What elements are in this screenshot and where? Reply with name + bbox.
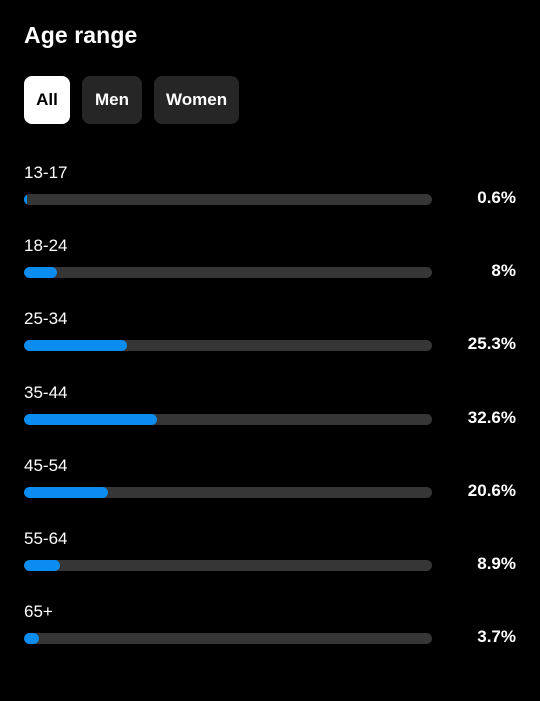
age-row-label: 25-34 [24,309,68,329]
age-row-value: 32.6% [467,407,516,427]
age-row-value: 3.7% [477,627,516,647]
age-bar-track [24,267,432,279]
age-row-value: 25.3% [467,334,516,354]
age-row: 35-44 32.6% [24,383,516,456]
age-row-label: 35-44 [24,382,68,402]
age-bar-track [24,559,432,571]
filter-women-chip[interactable]: Women [154,76,240,124]
age-row-label: 18-24 [24,236,68,256]
age-bar-fill [24,194,27,205]
age-bar-track [24,340,432,352]
age-bar-fill [24,413,157,425]
filter-all-chip[interactable]: All [24,76,70,124]
age-row-label: 45-54 [24,455,68,475]
age-row-label: 13-17 [24,163,68,182]
age-row: 45-54 20.6% [24,456,516,529]
age-bar-track [24,633,432,645]
gender-filter-tabs: All Men Women [24,76,240,124]
age-row: 18-24 8% [24,236,516,309]
page-title: Age range [24,22,138,48]
age-row-value: 0.6% [477,188,516,207]
age-bar-fill [24,559,61,571]
age-bar-fill [24,486,109,498]
age-row: 13-17 0.6% [24,163,516,236]
age-row-label: 55-64 [24,528,68,548]
age-row-value: 8% [491,261,516,281]
age-bar-fill [24,267,57,279]
age-row: 55-64 8.9% [24,529,516,602]
age-bar-track [24,194,432,205]
age-bar-fill [24,633,40,645]
age-row: 65+ 3.7% [24,602,516,675]
age-row-value: 8.9% [477,553,516,573]
age-row-label: 65+ [24,602,53,622]
age-bar-track [24,486,432,498]
age-row-value: 20.6% [467,480,516,500]
age-range-list: 13-17 0.6% 18-24 8% 25-34 25.3% 35-44 32… [24,163,516,675]
age-bar-track [24,413,432,425]
age-row: 25-34 25.3% [24,309,516,382]
age-bar-fill [24,340,128,352]
filter-men-chip[interactable]: Men [82,76,142,124]
